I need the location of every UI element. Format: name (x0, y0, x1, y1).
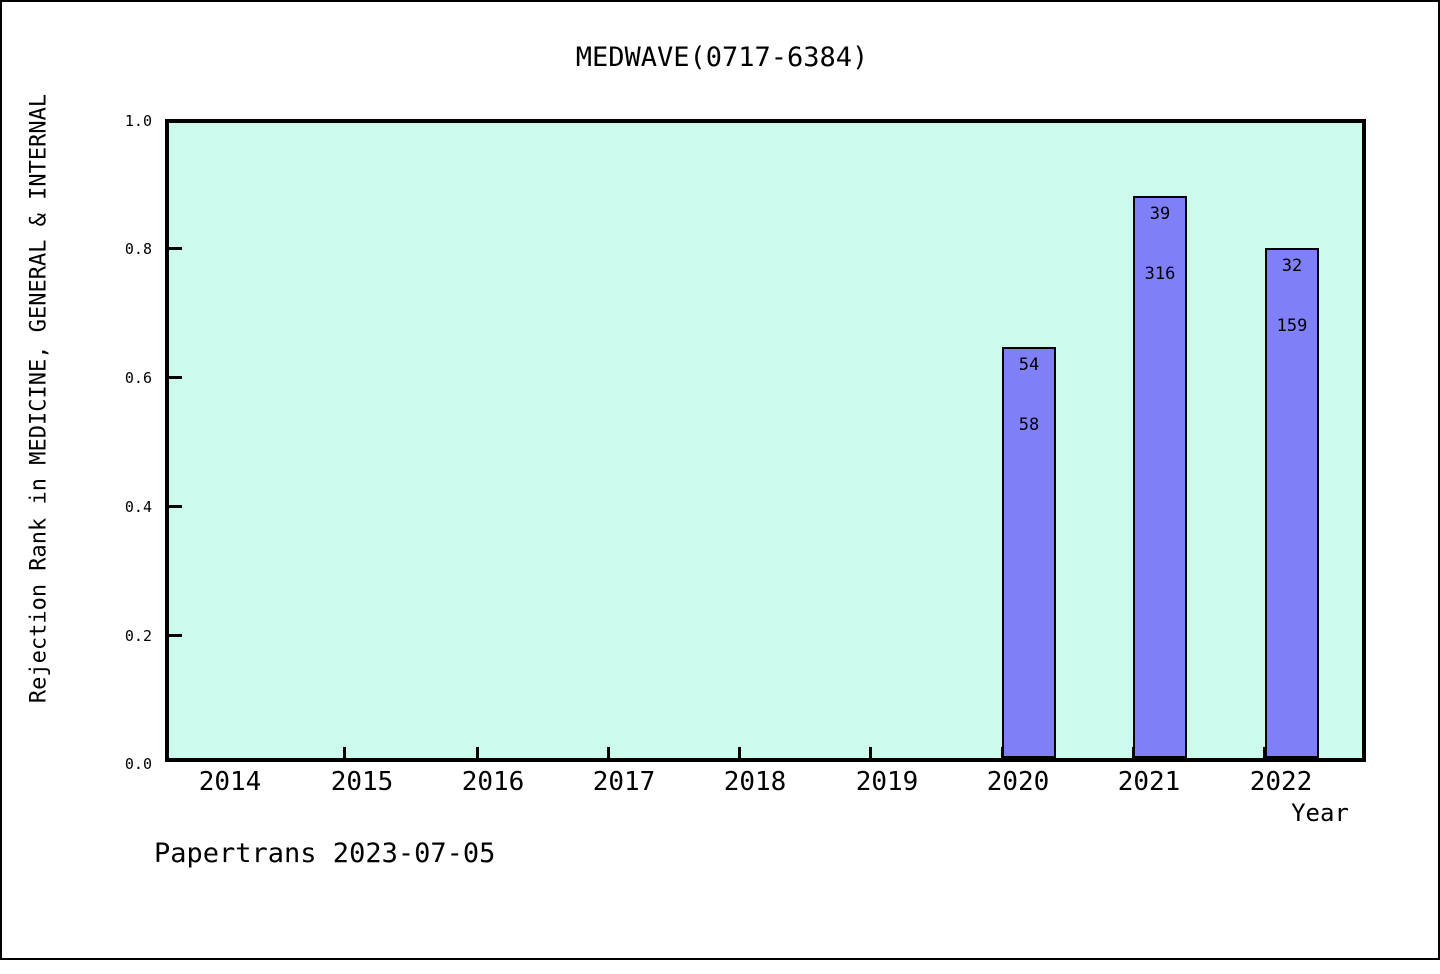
x-tick-label-2014: 2014 (198, 767, 262, 797)
x-tick-label-2016: 2016 (461, 767, 525, 797)
bar-label-2020-bottom: 58 (1018, 415, 1040, 435)
bar-label-2021: 39 316 (1110, 164, 1210, 324)
y-tick-mark-0.4 (169, 505, 182, 508)
y-tick-label-0.6: 0.6 (124, 369, 152, 387)
x-tick-label-2015: 2015 (330, 767, 394, 797)
y-tick-label-0.4: 0.4 (124, 498, 152, 516)
x-tick-label-2018: 2018 (723, 767, 787, 797)
y-axis-title: Rejection Rank in MEDICINE, GENERAL & IN… (26, 93, 52, 704)
x-tick-mark-2017 (607, 747, 610, 758)
y-tick-label-1.0: 1.0 (124, 112, 152, 130)
x-tick-label-2020: 2020 (986, 767, 1050, 797)
bar-2020[interactable] (1002, 347, 1056, 758)
x-axis-title: Year (1291, 799, 1349, 827)
y-tick-label-0.2: 0.2 (124, 627, 152, 645)
bar-label-2021-bottom: 316 (1144, 264, 1176, 284)
bar-label-2020-top: 54 (1018, 355, 1040, 375)
bar-label-2022: 32 159 (1242, 216, 1342, 376)
x-tick-label-2017: 2017 (592, 767, 656, 797)
bar-label-2020: 54 58 (979, 315, 1079, 475)
x-tick-mark-2016 (476, 747, 479, 758)
bars-layer: 54 58 39 316 32 159 (169, 123, 1362, 758)
x-tick-label-2019: 2019 (855, 767, 919, 797)
plot-area: 54 58 39 316 32 159 (165, 119, 1366, 762)
chart-title: MEDWAVE(0717-6384) (575, 42, 869, 73)
bar-label-2021-top: 39 (1149, 204, 1171, 224)
x-tick-mark-2015 (343, 747, 346, 758)
footer-note: Papertrans 2023-07-05 (154, 838, 496, 869)
x-tick-mark-2018 (738, 747, 741, 758)
y-tick-mark-0.6 (169, 376, 182, 379)
bar-label-2022-top: 32 (1281, 256, 1303, 276)
bar-label-2022-bottom: 159 (1276, 316, 1308, 336)
y-tick-mark-0.8 (169, 247, 182, 250)
bar-2021[interactable] (1133, 196, 1187, 758)
x-tick-mark-2019 (869, 747, 872, 758)
x-tick-label-2022: 2022 (1249, 767, 1313, 797)
y-tick-label-0.8: 0.8 (124, 240, 152, 258)
bar-2022[interactable] (1265, 248, 1319, 758)
x-tick-label-2021: 2021 (1117, 767, 1181, 797)
x-tick-mark-2022 (1263, 747, 1266, 758)
y-tick-mark-0.2 (169, 634, 182, 637)
y-tick-label-0.0: 0.0 (124, 755, 152, 773)
